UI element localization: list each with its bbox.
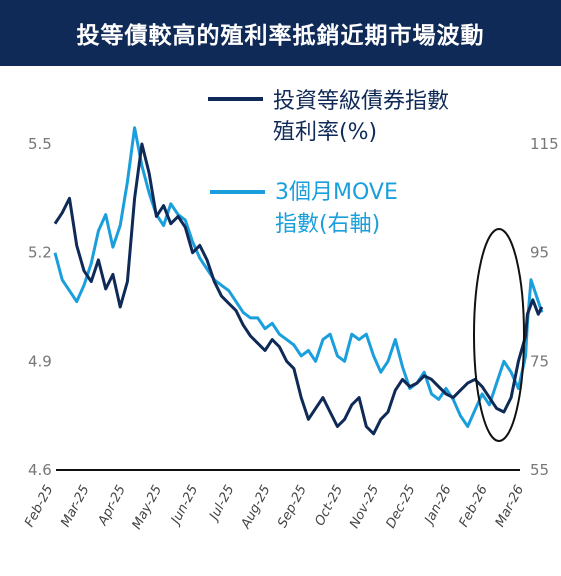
left-axis-tick: 4.6 [28,461,52,479]
x-axis-tick: Mar-25 [58,483,92,530]
legend-label-move-line2: 指數(右軸) [275,212,380,237]
chart-title: 投等債較高的殖利率抵銷近期市場波動 [76,23,485,49]
x-axis-tick: May-25 [130,483,166,532]
right-axis-tick: 95 [530,244,549,262]
x-axis-tick: Feb-25 [22,483,56,530]
legend-label-yield-line1: 投資等級債券指數 [273,89,449,114]
highlight-ellipse [473,228,525,442]
x-axis-tick: Sep-25 [275,483,310,530]
x-axis-tick: Jun-25 [167,483,201,529]
left-axis-tick: 4.9 [28,352,52,370]
legend-label-yield-line2: 殖利率(%) [273,120,377,145]
title-bar: 投等債較高的殖利率抵銷近期市場波動 [0,0,561,66]
series-line-yield [53,142,544,436]
x-axis-tick: Nov-25 [347,483,382,531]
legend-label-move-line1: 3個月MOVE [275,180,398,205]
x-axis-tick: Mar-26 [493,483,527,530]
right-axis-tick: 75 [530,352,549,370]
x-axis-tick: Jul-25 [206,483,238,525]
right-axis-tick: 55 [530,461,549,479]
x-axis-tick: Aug-25 [238,483,274,532]
x-axis-tick: Jan-26 [421,483,455,529]
right-axis-tick: 115 [530,135,559,153]
x-axis-tick: Feb-26 [457,483,491,530]
left-axis-tick: 5.2 [28,244,52,262]
x-axis-tick: Apr-25 [95,483,129,529]
left-axis-tick: 5.5 [28,135,52,153]
x-axis-tick: Dec-25 [384,483,419,531]
x-axis-tick: Oct-25 [312,483,346,529]
series-line-move [53,126,544,428]
